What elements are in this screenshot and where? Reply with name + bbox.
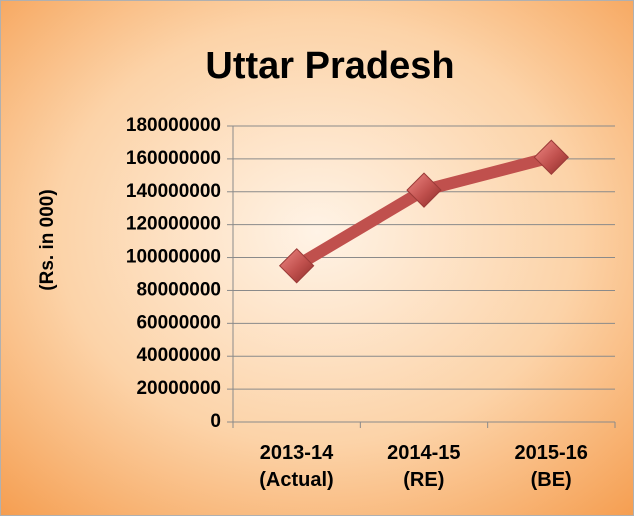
y-tick-label: 0	[210, 411, 221, 432]
y-tick-label: 20000000	[136, 378, 221, 399]
marker	[533, 139, 570, 175]
y-tick-label: 180000000	[126, 115, 221, 136]
y-tick-label: 120000000	[126, 214, 221, 235]
x-tick-label: 2015-16 (BE)	[514, 442, 588, 491]
y-tick-label: 140000000	[126, 181, 221, 202]
x-tick-label: 2014-15 (RE)	[387, 442, 461, 491]
y-tick-label: 80000000	[136, 279, 221, 300]
y-tick-label: 160000000	[126, 148, 221, 169]
y-tick-label: 40000000	[136, 345, 221, 366]
marker	[278, 248, 315, 284]
y-axis-label: (Rs. in 000)	[37, 189, 58, 290]
y-tick-label: 60000000	[136, 312, 221, 333]
x-tick-label: 2013-14 (Actual)	[259, 442, 334, 491]
y-tick-label: 100000000	[126, 247, 221, 268]
chart-title: Uttar Pradesh	[205, 45, 454, 87]
marker	[406, 172, 442, 208]
